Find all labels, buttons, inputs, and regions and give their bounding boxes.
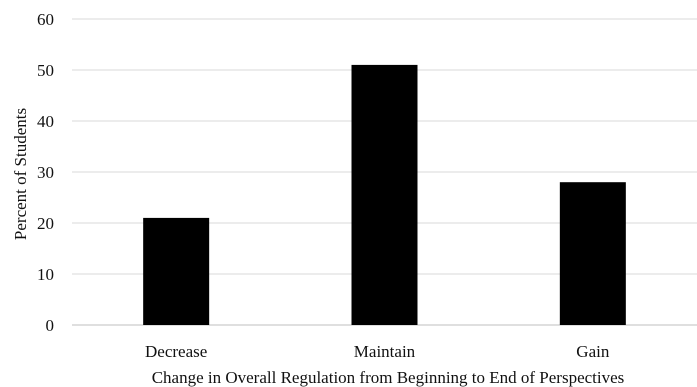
y-tick-label: 60 bbox=[37, 10, 54, 29]
y-axis-tick-labels: 0 10 20 30 40 50 60 bbox=[37, 10, 54, 335]
y-tick-label: 30 bbox=[37, 163, 54, 182]
y-tick-label: 50 bbox=[37, 61, 54, 80]
y-axis-title: Percent of Students bbox=[11, 108, 30, 240]
x-axis-tick-labels: Decrease Maintain Gain bbox=[145, 342, 610, 361]
y-tick-label: 20 bbox=[37, 214, 54, 233]
bars bbox=[143, 64, 626, 326]
x-axis-title: Change in Overall Regulation from Beginn… bbox=[152, 368, 625, 387]
x-tick-label-maintain: Maintain bbox=[354, 342, 416, 361]
y-tick-label: 0 bbox=[46, 316, 55, 335]
bar-maintain bbox=[351, 64, 418, 326]
x-tick-label-decrease: Decrease bbox=[145, 342, 207, 361]
y-tick-label: 10 bbox=[37, 265, 54, 284]
bar-decrease bbox=[143, 217, 210, 325]
y-tick-label: 40 bbox=[37, 112, 54, 131]
x-tick-label-gain: Gain bbox=[576, 342, 610, 361]
bar-gain bbox=[559, 182, 626, 325]
